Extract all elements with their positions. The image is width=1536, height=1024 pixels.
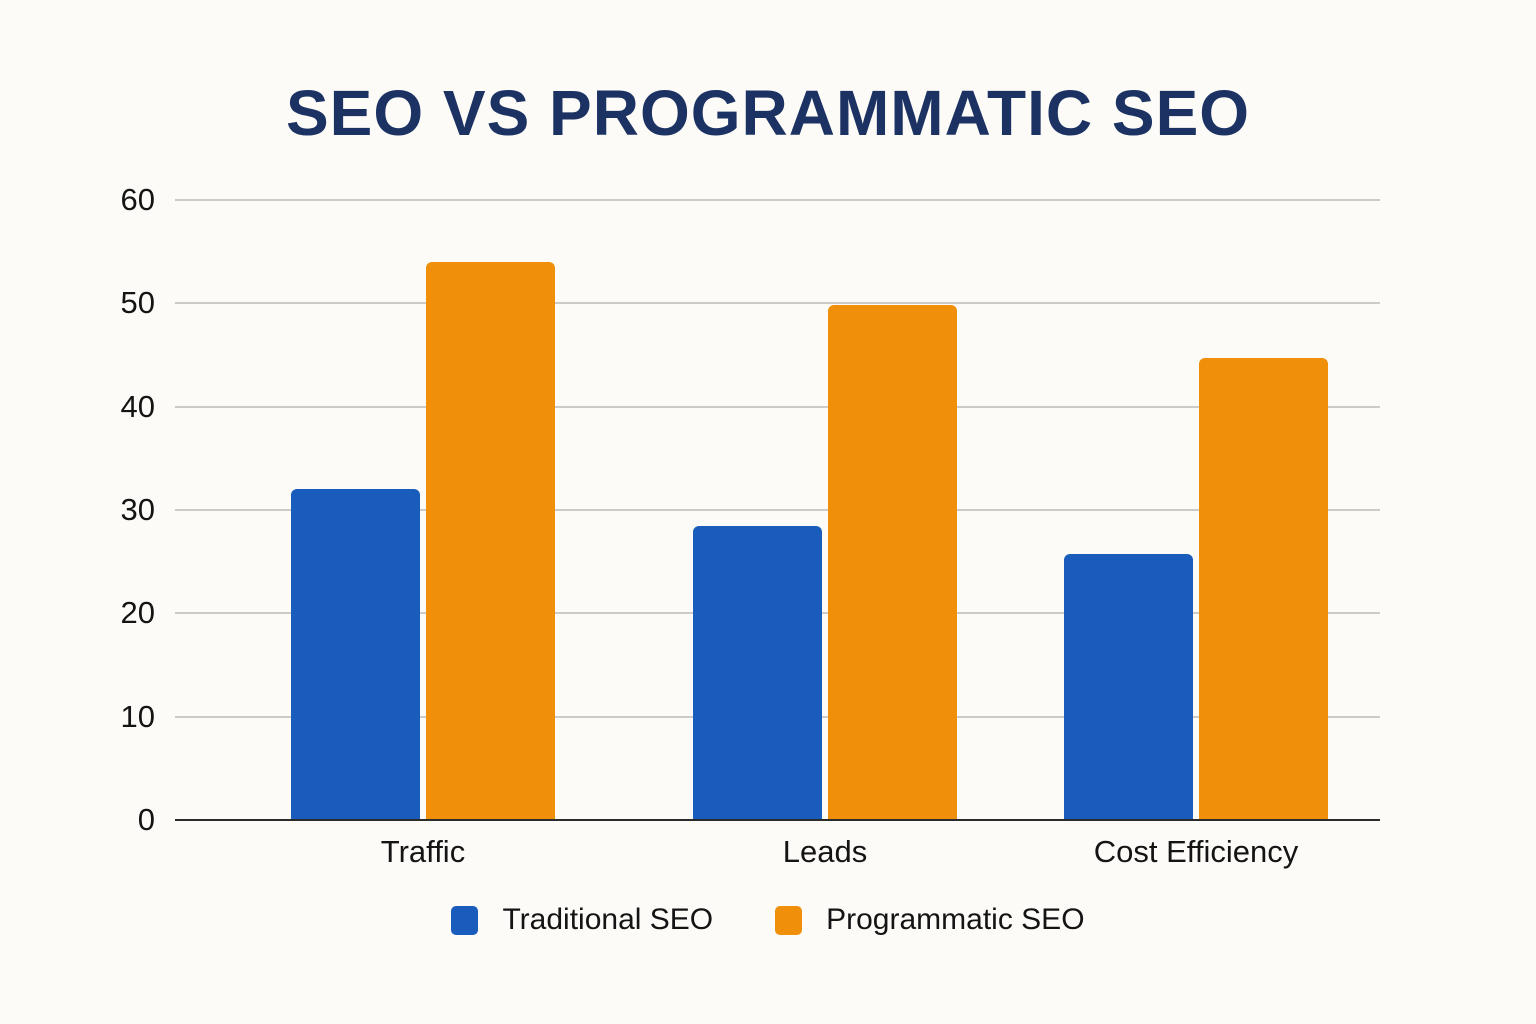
y-tick-label-20: 20 <box>120 595 155 631</box>
chart-title: SEO VS PROGRAMMATIC SEO <box>285 77 1251 149</box>
x-tick-label-cost-efficiency: Cost Efficiency <box>1093 834 1299 869</box>
y-tick-label-30: 30 <box>120 492 155 527</box>
bar-traditional-seo-leads <box>693 525 822 820</box>
x-tick-label-traffic: Traffic <box>380 834 466 869</box>
bar-programmatic-seo-traffic <box>426 262 555 820</box>
gridline-30 <box>175 509 1380 511</box>
gridline-60 <box>175 199 1380 201</box>
bar-programmatic-seo-leads <box>828 305 957 820</box>
legend-item-traditional-seo: Traditional SEO <box>451 903 713 937</box>
legend-label-programmatic-seo: Programmatic SEO <box>826 903 1085 936</box>
y-tick-label-50: 50 <box>120 285 155 321</box>
x-axis-line <box>175 819 1380 821</box>
y-tick-label-10: 10 <box>120 698 155 734</box>
y-tick-label-40: 40 <box>120 388 155 424</box>
bar-programmatic-seo-cost-efficiency <box>1199 358 1328 820</box>
gridline-50 <box>175 302 1380 305</box>
legend-swatch-programmatic-seo <box>775 905 803 935</box>
legend: Traditional SEO Programmatic SEO <box>0 903 1536 937</box>
legend-item-programmatic-seo: Programmatic SEO <box>775 903 1085 937</box>
y-tick-label-60: 60 <box>120 182 155 217</box>
x-tick-label-leads: Leads <box>782 834 868 869</box>
legend-label-traditional-seo: Traditional SEO <box>502 903 714 936</box>
legend-swatch-traditional-seo <box>451 905 479 935</box>
bar-traditional-seo-cost-efficiency <box>1064 554 1193 820</box>
gridline-40 <box>175 405 1380 408</box>
y-tick-label-0: 0 <box>137 802 155 837</box>
bar-traditional-seo-traffic <box>291 489 420 820</box>
